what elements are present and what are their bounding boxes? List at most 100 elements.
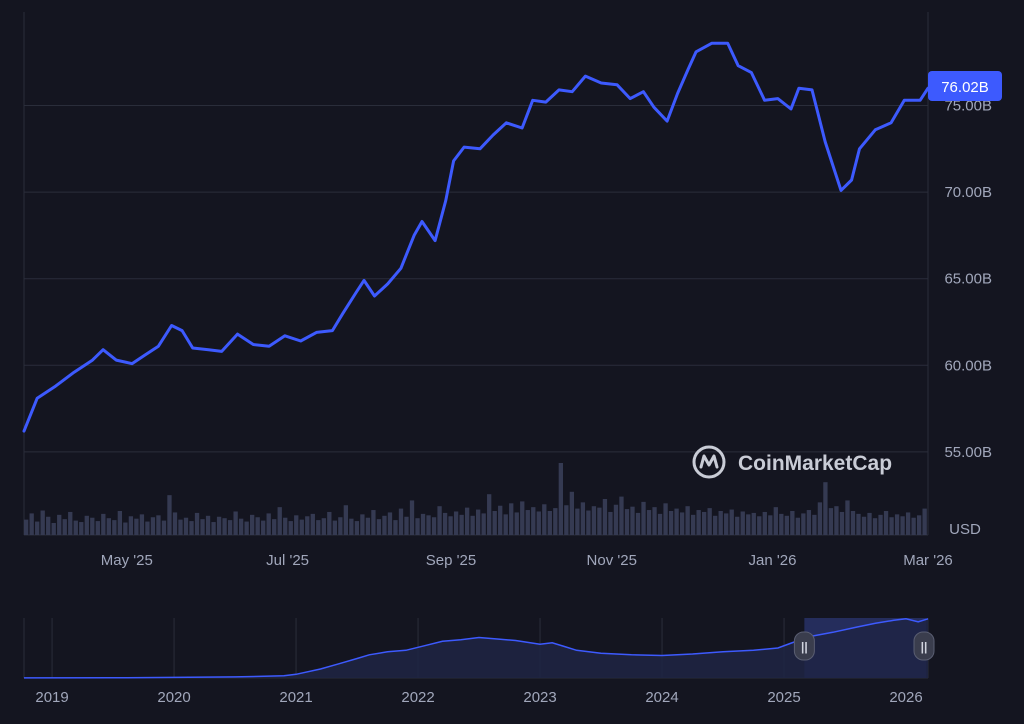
volume-bar	[24, 519, 29, 535]
volume-bar	[553, 508, 558, 535]
volume-bar	[365, 517, 371, 535]
volume-bar	[492, 511, 497, 535]
volume-bar	[735, 516, 740, 535]
volume-bar	[343, 505, 349, 535]
volume-bar	[216, 516, 222, 535]
volume-bar	[349, 518, 354, 535]
volume-bar	[784, 515, 789, 535]
volume-bar	[547, 511, 552, 535]
currency-label: USD	[949, 521, 981, 538]
volume-bar	[630, 506, 635, 535]
volume-bar	[73, 520, 78, 535]
volume-bar	[46, 516, 51, 535]
volume-bar	[338, 517, 343, 535]
navigator-year-label: 2020	[157, 689, 190, 706]
volume-bar	[900, 516, 905, 535]
volume-bar	[40, 510, 45, 535]
volume-bar	[272, 519, 277, 535]
volume-bar	[536, 511, 541, 535]
handle-body[interactable]	[913, 631, 935, 661]
volume-bar	[354, 521, 360, 535]
volume-bar	[172, 512, 178, 535]
volume-bar	[861, 516, 867, 535]
volume-bar	[321, 518, 326, 535]
volume-bar	[415, 518, 420, 535]
volume-bar	[145, 521, 150, 535]
x-tick-label: Jan '26	[749, 552, 797, 569]
volume-bar	[123, 522, 128, 535]
volume-bar	[608, 511, 613, 535]
volume-bar	[134, 518, 139, 535]
volume-bar	[531, 507, 536, 535]
volume-bar	[481, 513, 486, 535]
y-tick-label: 75.00B	[944, 98, 992, 115]
navigator-year-label: 2026	[889, 689, 922, 706]
volume-bar	[95, 521, 100, 535]
volume-bar	[812, 514, 817, 535]
volume-bar	[779, 513, 784, 535]
volume-bar	[161, 520, 167, 535]
volume-bar	[90, 517, 95, 535]
volume-bar	[84, 515, 89, 535]
volume-bar	[597, 507, 602, 535]
volume-bar	[586, 510, 591, 535]
volume-bar	[238, 518, 244, 535]
current-value-label: 76.02B	[941, 79, 989, 96]
volume-bar	[404, 516, 409, 535]
navigator-right-handle[interactable]: ||	[913, 631, 935, 661]
volume-bar	[183, 517, 189, 535]
volume-bar	[894, 514, 900, 535]
navigator-year-labels: 2019 2020 2021 2022 2023 2024 2025 2026	[35, 689, 922, 706]
volume-bar	[283, 517, 288, 535]
volume-bar	[718, 511, 723, 535]
volume-bar	[575, 508, 580, 535]
volume-bar	[542, 504, 547, 535]
handle-grip-icon: ||	[921, 640, 928, 654]
volume-bar	[442, 512, 448, 535]
x-tick-label: Nov '25	[587, 552, 637, 569]
volume-bar	[266, 513, 271, 535]
volume-bar	[845, 500, 850, 535]
volume-bar	[828, 508, 834, 535]
volume-bar	[580, 502, 586, 535]
volume-bar	[211, 522, 216, 535]
volume-bar	[624, 509, 630, 535]
volume-bar	[150, 517, 156, 535]
volume-bar	[470, 515, 475, 535]
volume-bar	[773, 507, 778, 535]
volume-bar	[178, 519, 183, 535]
navigator-line	[23, 618, 929, 679]
volume-bar	[420, 513, 426, 535]
volume-bar	[657, 513, 663, 535]
volume-bar	[261, 520, 266, 535]
volume-bar	[801, 513, 806, 535]
volume-bar	[250, 514, 255, 535]
volume-bar	[702, 511, 707, 535]
volume-bar	[790, 511, 795, 535]
volume-bar	[674, 508, 679, 535]
volume-bar	[288, 521, 293, 535]
range-navigator[interactable]: || ||	[23, 618, 935, 679]
handle-body[interactable]	[793, 631, 815, 661]
market-cap-line[interactable]	[22, 41, 930, 433]
volume-bar	[558, 463, 563, 535]
volume-bar	[62, 519, 67, 535]
current-value-badge: 76.02B	[928, 71, 1002, 101]
volume-bar	[905, 512, 911, 535]
volume-bar	[498, 505, 503, 535]
volume-bar	[911, 517, 916, 535]
volume-bar	[431, 517, 437, 535]
x-tick-label: Mar '26	[903, 552, 953, 569]
cmc-logo-mark	[699, 454, 719, 469]
volume-bar	[883, 511, 889, 535]
navigator-left-handle[interactable]: ||	[793, 631, 815, 661]
volume-bar	[68, 511, 73, 535]
watermark-text: CoinMarketCap	[738, 452, 892, 475]
badge-background	[928, 71, 1002, 101]
volume-bar	[316, 520, 321, 535]
volume-bar	[156, 515, 161, 535]
volume-bar	[409, 500, 415, 535]
volume-bar	[205, 515, 211, 535]
